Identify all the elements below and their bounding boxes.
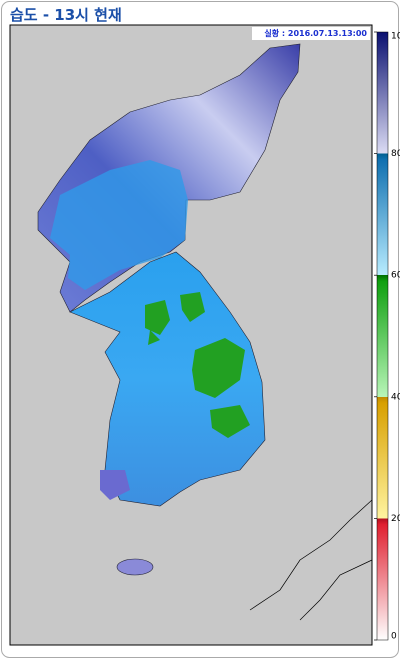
tick-label: 100 [391,32,400,42]
jeju [116,558,154,576]
japan-coast [249,499,373,621]
nk-west [50,160,188,290]
tick-label: 60 [391,271,400,281]
south-korea [69,251,266,507]
tick-label: 0 [391,632,397,642]
tick-label: 80 [391,149,400,159]
tick-label: 20 [391,514,400,524]
title: 습도 - 13시 현재 [10,6,122,24]
green-areas [145,292,250,438]
southwest-coast [100,470,130,500]
timestamp-box [252,27,370,40]
colorbar [376,31,389,641]
tick-label: 40 [391,392,400,402]
timestamp: 실황 : 2016.07.13.13:00 [264,28,367,38]
